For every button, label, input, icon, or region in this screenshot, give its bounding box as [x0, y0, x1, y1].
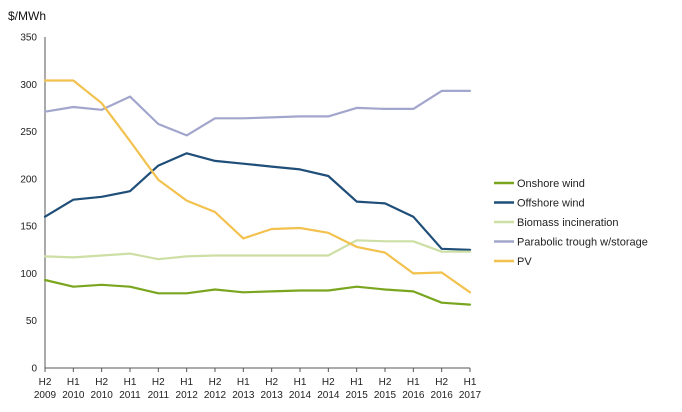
x-tick-label-half: H1	[180, 377, 193, 388]
y-tick-label: 300	[20, 80, 37, 91]
y-tick-label: 0	[31, 364, 37, 375]
x-tick-label-year: 2014	[289, 390, 312, 401]
x-tick-label-year: 2010	[62, 390, 85, 401]
x-tick-label-year: 2009	[34, 390, 57, 401]
x-tick-label-year: 2013	[232, 390, 255, 401]
x-tick-label-half: H2	[265, 377, 278, 388]
x-tick-label-year: 2012	[176, 390, 199, 401]
y-tick-label: 50	[26, 316, 38, 327]
x-tick-label-half: H2	[322, 377, 335, 388]
x-tick-label-half: H2	[435, 377, 448, 388]
x-tick-label-half: H1	[124, 377, 137, 388]
y-tick-label: 250	[20, 127, 37, 138]
legend: Onshore wind Offshore wind Biomass inciner…	[494, 178, 648, 268]
x-tick-label-year: 2010	[91, 390, 114, 401]
x-tick-label-half: H2	[379, 377, 392, 388]
legend-label: Offshore wind	[517, 198, 585, 210]
series-line-parabolic-trough-w-storage	[43, 89, 472, 137]
x-tick-label-year: 2015	[374, 390, 397, 401]
x-tick-label-half: H1	[350, 377, 363, 388]
legend-label: Onshore wind	[517, 178, 585, 190]
y-unit-label: $/MWh	[8, 9, 46, 23]
axes	[44, 37, 471, 372]
series-line-biomass-incineration	[43, 239, 472, 261]
x-tick-label-year: 2012	[204, 390, 227, 401]
series-lines	[43, 79, 472, 306]
x-tick-label-year: 2015	[346, 390, 369, 401]
y-tick-label: 150	[20, 222, 37, 233]
y-tick-label: 200	[20, 174, 37, 185]
x-tick-label-half: H1	[407, 377, 420, 388]
x-tick-label-year: 2011	[119, 390, 141, 401]
x-tick-label-year: 2016	[431, 390, 454, 401]
x-tick-label-half: H1	[464, 377, 477, 388]
x-tick-label-year: 2014	[317, 390, 340, 401]
x-tick-label-year: 2013	[261, 390, 284, 401]
x-tick-label-half: H2	[39, 377, 52, 388]
x-tick-label-half: H1	[67, 377, 80, 388]
x-tick-label-half: H2	[209, 377, 222, 388]
legend-label: PV	[517, 256, 532, 268]
x-tick-label-half: H2	[95, 377, 108, 388]
legend-label: Biomass incineration	[517, 217, 619, 229]
series-line-pv	[43, 79, 472, 294]
x-tick-label-year: 2017	[459, 390, 482, 401]
series-line-onshore-wind	[43, 278, 472, 306]
series-line-offshore-wind	[43, 152, 472, 251]
x-tick-labels: H2 2009 H1 2010 H2 2010 H1 2011 H2 2011 H1 2012 H2 20…	[34, 377, 482, 401]
y-tick-labels: 0 50 100 150 200 250 300 350	[20, 33, 37, 375]
y-tick-label: 350	[20, 33, 37, 44]
x-tick-label-year: 2016	[402, 390, 425, 401]
x-tick-label-half: H1	[237, 377, 250, 388]
legend-label: Parabolic trough w/storage	[517, 237, 648, 249]
y-tick-label: 100	[20, 269, 37, 280]
x-tick-label-half: H2	[152, 377, 165, 388]
x-tick-label-half: H1	[294, 377, 307, 388]
x-tick-label-year: 2011	[148, 390, 170, 401]
